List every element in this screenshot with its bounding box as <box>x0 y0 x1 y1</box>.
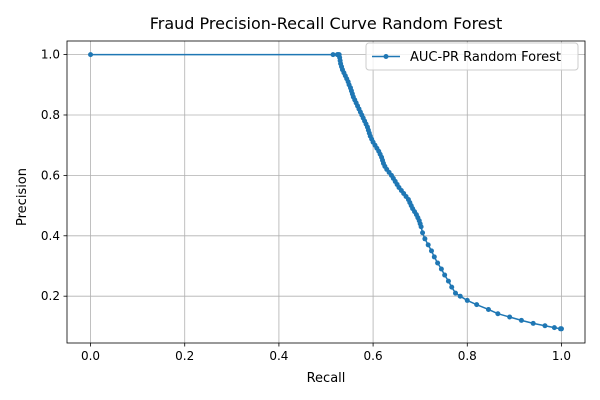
data-point <box>551 325 557 331</box>
x-tick-label: 0.6 <box>364 349 383 363</box>
data-point <box>558 326 564 332</box>
data-point <box>530 320 536 326</box>
data-point <box>449 284 455 290</box>
y-tick-label: 0.2 <box>41 289 60 303</box>
chart-title: Fraud Precision-Recall Curve Random Fore… <box>150 14 503 33</box>
y-tick-label: 0.8 <box>41 108 60 122</box>
data-point <box>431 254 437 260</box>
data-point <box>435 260 441 266</box>
y-tick-label: 0.6 <box>41 168 60 182</box>
x-tick-label: 0.8 <box>458 349 477 363</box>
y-tick-label: 1.0 <box>41 48 60 62</box>
data-point <box>445 278 451 284</box>
data-point <box>442 272 448 278</box>
data-point <box>438 266 444 272</box>
data-point <box>518 317 524 323</box>
x-tick-label: 0.2 <box>175 349 194 363</box>
data-point <box>507 314 513 320</box>
x-tick-label: 1.0 <box>552 349 571 363</box>
y-axis-label: Precision <box>15 168 30 226</box>
data-point <box>418 224 424 230</box>
data-point <box>453 290 458 296</box>
data-point <box>428 248 434 254</box>
plot-frame <box>66 40 586 344</box>
data-point <box>425 242 431 248</box>
data-point <box>474 302 480 308</box>
x-tick-label: 0.0 <box>81 349 100 363</box>
series-layer <box>88 52 564 332</box>
data-point <box>485 306 491 312</box>
ticks: 0.0 0.2 0.4 0.6 0.8 1.0 0.2 0.4 0.6 0.8 1.0 <box>41 48 571 363</box>
x-axis-label: Recall <box>307 371 346 386</box>
legend-label: AUC-PR Random Forest <box>410 50 561 65</box>
data-point <box>88 52 94 58</box>
data-point <box>420 230 426 236</box>
legend-marker-sample <box>383 54 389 59</box>
data-point <box>330 52 336 58</box>
data-point <box>495 311 501 317</box>
x-tick-label: 0.4 <box>269 349 288 363</box>
data-point <box>457 293 463 299</box>
data-point <box>422 236 428 242</box>
legend-box <box>365 42 579 71</box>
data-point <box>542 323 548 329</box>
y-tick-label: 0.4 <box>41 229 60 243</box>
legend: AUC-PR Random Forest <box>365 42 579 71</box>
data-point <box>464 297 470 303</box>
